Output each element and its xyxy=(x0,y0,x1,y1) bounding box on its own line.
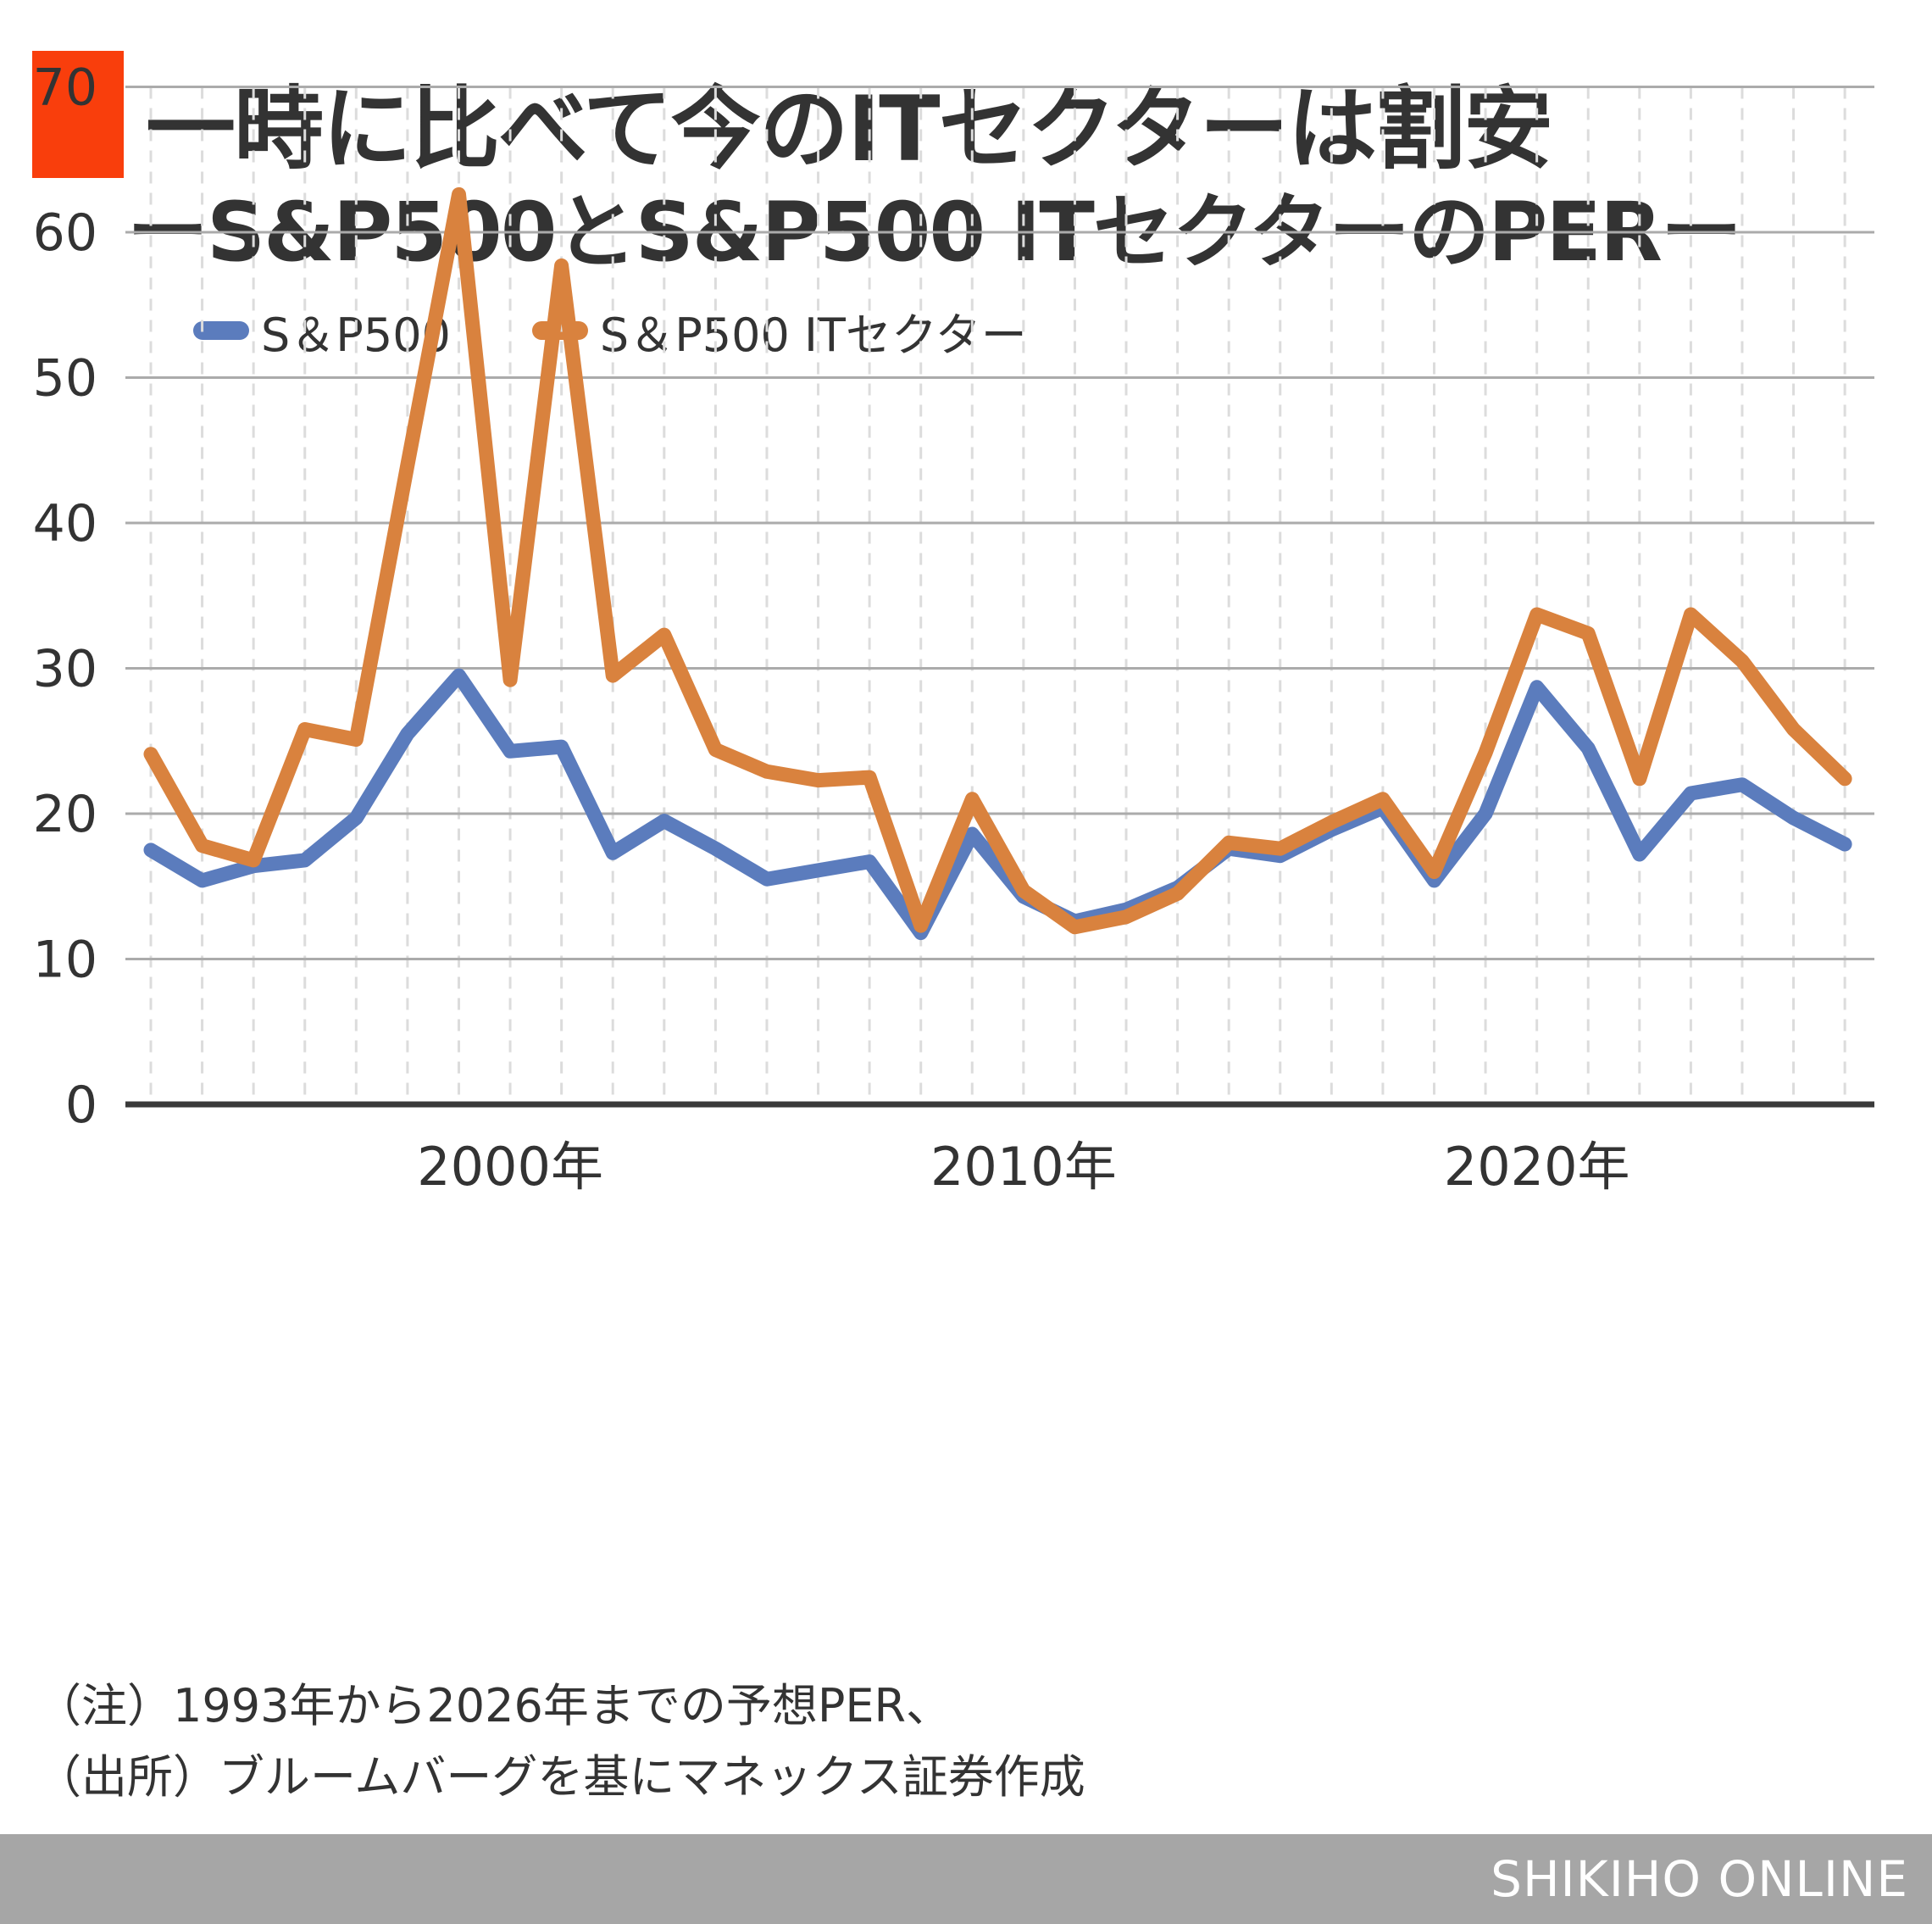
series-line-it-sector xyxy=(143,186,1852,935)
legend-label-it-sector: S＆P500 ITセクター xyxy=(599,308,1027,362)
title-accent-square xyxy=(32,51,124,178)
x-tick-label: 2010年 xyxy=(930,1136,1117,1198)
y-tick-label: 70 xyxy=(33,58,97,118)
x-tick-label: 2020年 xyxy=(1444,1136,1630,1198)
page-title: 一時に比べて今のITセクターは割安 xyxy=(146,77,1553,181)
footer-bar: SHIKIHO ONLINE xyxy=(0,1834,1932,1924)
chart-note: （注）1993年から2026年までの予想PER、 xyxy=(36,1679,952,1732)
year-gridlines xyxy=(149,86,1846,1103)
per-line-chart: 0 10 20 30 40 50 60 70 2000年 2010年 2020年 xyxy=(33,58,1874,1198)
value-gridlines xyxy=(125,86,1874,960)
y-tick-label: 60 xyxy=(33,203,97,263)
y-tick-labels: 0 10 20 30 40 50 60 70 xyxy=(33,58,97,1136)
series-line-sp500 xyxy=(143,668,1852,941)
y-tick-label: 10 xyxy=(33,931,97,990)
y-tick-label: 40 xyxy=(33,494,97,553)
sp500-series-swatch xyxy=(193,321,249,340)
y-tick-label: 30 xyxy=(33,640,97,699)
y-tick-label: 20 xyxy=(33,785,97,844)
x-tick-label: 2000年 xyxy=(417,1136,603,1198)
footer-brand: SHIKIHO ONLINE xyxy=(1491,1850,1908,1908)
chart-source: （出所）ブルームバーグを基にマネックス証券作成 xyxy=(36,1750,1085,1804)
y-tick-label: 0 xyxy=(65,1076,97,1135)
y-tick-label: 50 xyxy=(33,349,97,409)
x-tick-labels: 2000年 2010年 2020年 xyxy=(417,1136,1629,1198)
